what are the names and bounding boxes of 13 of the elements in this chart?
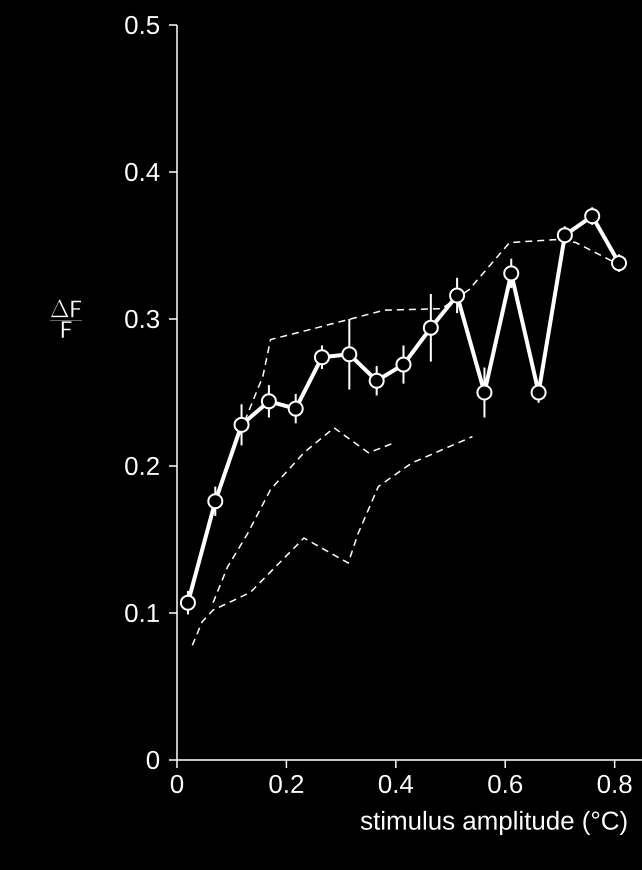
- x-axis-title: stimulus amplitude (°C): [360, 810, 626, 835]
- y-axis-title: $\frac{\Delta\mathsf{F}}{\mathsf{F}}$: [50, 300, 82, 338]
- x-tick-label: 0.4: [378, 774, 414, 794]
- y-tick-label: 0.2: [125, 456, 159, 476]
- y-tick-label: 0.4: [125, 162, 160, 182]
- y-tick-label: 0.3: [125, 310, 160, 328]
- x-tick-label: 0.2: [269, 774, 304, 794]
- x-tick-label: 0.6: [488, 774, 522, 794]
- y-tick-label: 0: [146, 750, 160, 770]
- y-tick-label: 0.5: [125, 16, 160, 34]
- y-tick-label: 0.1: [125, 604, 159, 622]
- x-tick-label: 0: [170, 774, 184, 794]
- x-tick-label: 0.8: [598, 774, 632, 794]
